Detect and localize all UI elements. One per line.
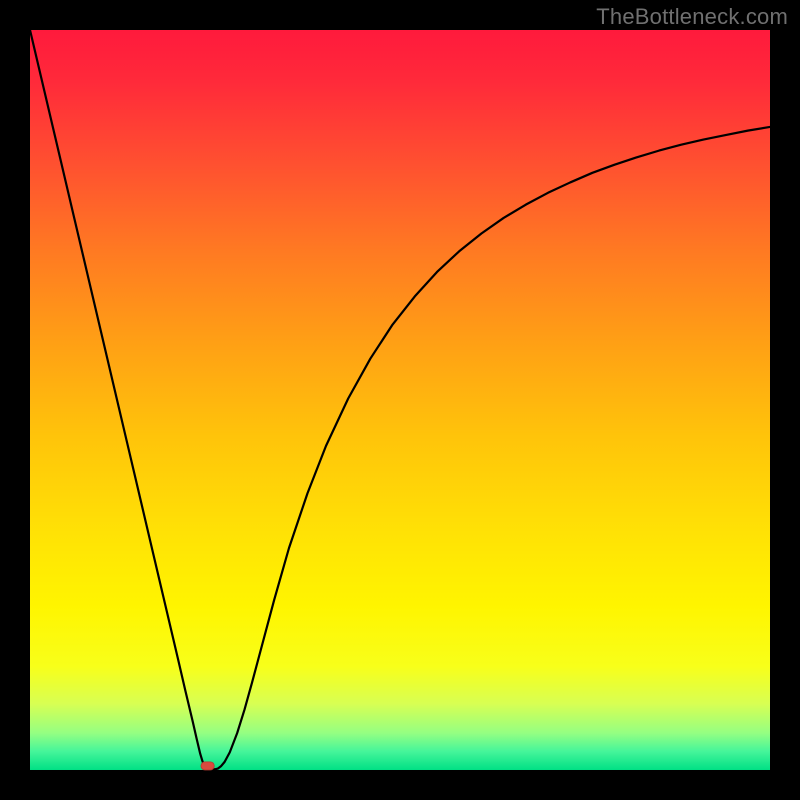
chart-background [30,30,770,770]
watermark-label: TheBottleneck.com [596,4,788,30]
chart-container: TheBottleneck.com [0,0,800,800]
optimal-marker [201,762,214,770]
bottleneck-chart [0,0,800,800]
